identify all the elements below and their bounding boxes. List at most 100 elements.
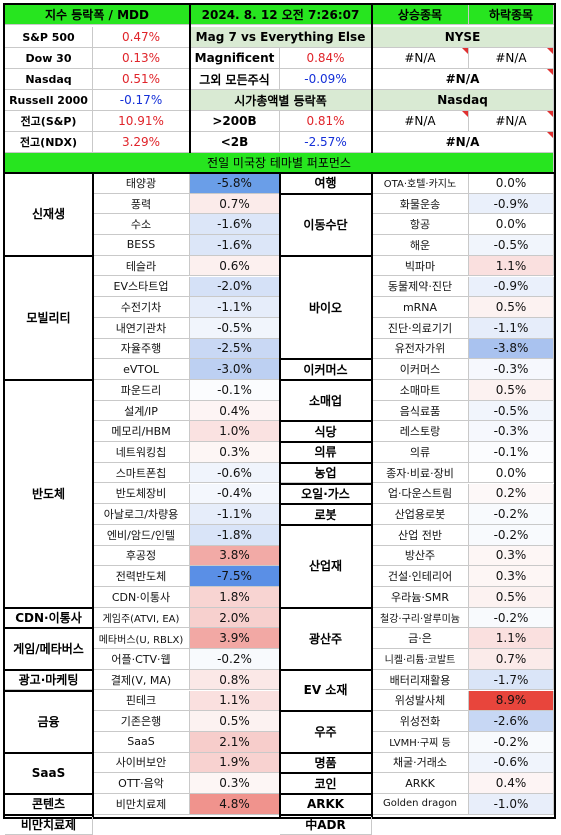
right-theme-name: 항공 xyxy=(372,214,469,236)
right-theme-name: 레스토랑 xyxy=(372,421,469,443)
right-theme-name: 위성전화 xyxy=(372,711,469,732)
left-theme-name: eVTOL xyxy=(93,359,190,380)
left-theme-name: 메타버스(U, RBLX) xyxy=(93,628,190,650)
left-theme-name: 결제(V, MA) xyxy=(93,669,190,691)
others-label: 그외 모든주식 xyxy=(190,69,280,91)
right-theme-name: 진단·의료기기 xyxy=(372,317,469,339)
right-theme-value: 1.1% xyxy=(469,255,554,277)
left-theme-name: 사이버보안 xyxy=(93,752,190,774)
comment-marker xyxy=(547,48,553,54)
left-theme-value: 0.4% xyxy=(190,400,280,422)
right-theme-name: Golden dragon xyxy=(372,794,469,815)
left-theme-name: 메모리/HBM xyxy=(93,421,190,443)
right-theme-value: -3.8% xyxy=(469,338,554,360)
thick-border xyxy=(280,668,372,671)
right-theme-value: 0.5% xyxy=(469,380,554,401)
right-theme-name: 채굴·거래소 xyxy=(372,752,469,774)
right-group-label: 이동수단 xyxy=(280,193,372,256)
left-theme-name: 수소 xyxy=(93,214,190,236)
right-theme-name: 음식료품 xyxy=(372,400,469,422)
right-theme-name: 니켈·리튬·코발트 xyxy=(372,649,469,670)
right-theme-name: 빅파마 xyxy=(372,255,469,277)
comment-marker xyxy=(547,69,553,75)
left-theme-name: 어플·CTV·웹 xyxy=(93,649,190,670)
right-theme-name: 종자·비료·장비 xyxy=(372,462,469,484)
thick-border xyxy=(280,379,372,381)
index-name: Dow 30 xyxy=(5,48,93,70)
thick-border xyxy=(5,689,93,692)
thick-border xyxy=(5,254,93,257)
nasdaq-title: Nasdaq xyxy=(372,90,554,112)
left-theme-name: EV스타트업 xyxy=(93,276,190,298)
performance-title: 전일 미국장 테마별 퍼포먼스 xyxy=(5,153,554,173)
right-theme-value: -0.3% xyxy=(469,421,554,443)
right-theme-value: -0.6% xyxy=(469,752,554,774)
others-value: -0.09% xyxy=(280,69,372,91)
left-theme-value: -2.0% xyxy=(190,276,280,298)
left-theme-name: 스마트폰칩 xyxy=(93,462,190,484)
left-theme-value: -1.1% xyxy=(190,297,280,318)
right-theme-value: 0.3% xyxy=(469,545,554,567)
left-theme-value: -0.6% xyxy=(190,462,280,484)
thick-border xyxy=(5,606,93,609)
right-theme-name: OTA·호텔·카지노 xyxy=(372,173,469,194)
right-theme-value: -0.3% xyxy=(469,359,554,380)
left-theme-value: 1.1% xyxy=(190,690,280,712)
index-value: 0.47% xyxy=(93,27,190,49)
right-theme-name: 산업 전반 xyxy=(372,524,469,546)
left-theme-value: -0.5% xyxy=(190,317,280,339)
right-theme-value: 0.2% xyxy=(469,483,554,505)
left-theme-name: 수전기차 xyxy=(93,297,190,318)
right-theme-value: 1.1% xyxy=(469,628,554,650)
right-theme-value: -0.2% xyxy=(469,524,554,546)
right-theme-name: 위성발사체 xyxy=(372,690,469,712)
right-theme-value: -1.1% xyxy=(469,317,554,339)
right-theme-value: 0.3% xyxy=(469,566,554,587)
nyse-title: NYSE xyxy=(372,27,554,49)
right-theme-name: 동물제약·진단 xyxy=(372,276,469,298)
thick-border xyxy=(280,461,372,464)
left-theme-name: 핀테크 xyxy=(93,690,190,712)
left-group-label: 반도체 xyxy=(5,380,93,608)
index-value: 0.13% xyxy=(93,48,190,70)
thick-border xyxy=(279,173,281,817)
header-fall-label: 하락종목 xyxy=(469,5,554,25)
right-group-label: 소매업 xyxy=(280,380,372,422)
right-group-label: 우주 xyxy=(280,711,372,753)
index-value: 0.51% xyxy=(93,69,190,91)
nasdaq-ratio-value: #N/A xyxy=(372,132,554,154)
right-theme-name: 유전자가위 xyxy=(372,338,469,360)
right-theme-name: 해운 xyxy=(372,235,469,256)
thick-border xyxy=(5,627,93,630)
thick-border xyxy=(5,751,93,754)
left-group-label: 광고·마케팅 xyxy=(5,669,93,691)
left-theme-name: 게임주(ATVI, EA) xyxy=(93,607,190,629)
left-group-label: 금융 xyxy=(5,690,93,753)
comment-marker xyxy=(462,48,468,54)
mag7-title: Mag 7 vs Everything Else xyxy=(190,27,372,49)
right-theme-name: ARKK xyxy=(372,773,469,794)
thick-border xyxy=(280,523,372,526)
right-theme-value: -0.9% xyxy=(469,276,554,298)
right-group-label: EV 소재 xyxy=(280,669,372,712)
nyse-rise-value: #N/A xyxy=(372,48,469,70)
left-theme-name: 태양광 xyxy=(93,173,190,194)
left-theme-value: 0.3% xyxy=(190,442,280,463)
marketcap-big-value: 0.81% xyxy=(280,111,372,133)
header-title: 지수 등락폭 / MDD xyxy=(5,5,190,25)
left-theme-name: 기존은행 xyxy=(93,711,190,732)
comment-marker xyxy=(547,111,553,117)
right-theme-name: 철강·구리·알루미늄 xyxy=(372,607,469,629)
thick-border xyxy=(280,813,372,816)
left-group-label: CDN·이통사 xyxy=(5,607,93,629)
right-group-label: 산업재 xyxy=(280,524,372,608)
index-value: -0.17% xyxy=(93,90,190,112)
thick-border xyxy=(371,5,373,153)
left-theme-name: 아날로그/차량용 xyxy=(93,504,190,525)
right-theme-name: 이커머스 xyxy=(372,359,469,380)
right-theme-value: -0.2% xyxy=(469,731,554,753)
left-theme-value: -1.1% xyxy=(190,504,280,525)
thick-border xyxy=(280,772,372,775)
thick-border xyxy=(5,793,93,795)
left-theme-value: -0.4% xyxy=(190,483,280,505)
